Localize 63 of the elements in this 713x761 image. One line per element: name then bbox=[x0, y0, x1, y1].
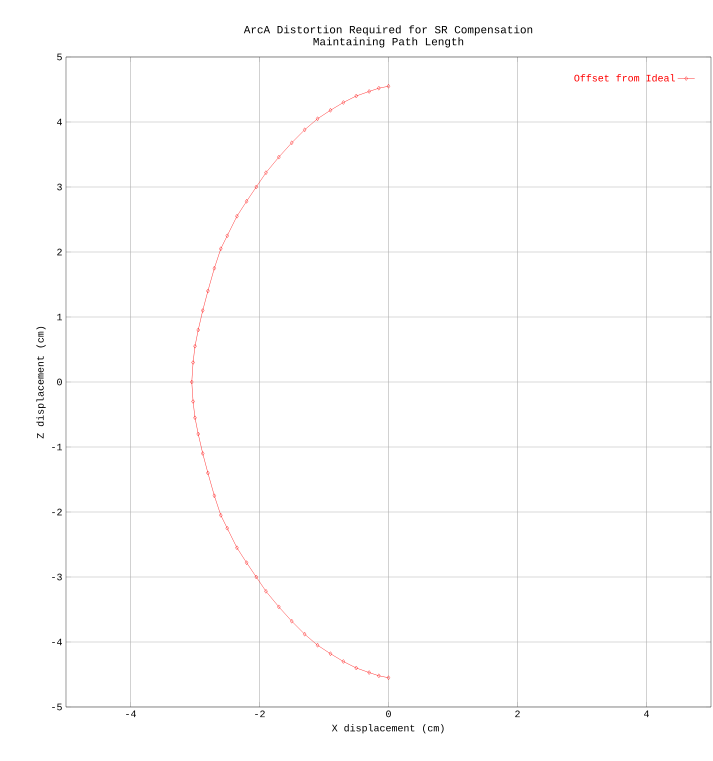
point bbox=[254, 574, 258, 580]
point bbox=[201, 451, 204, 456]
point bbox=[235, 546, 239, 550]
point bbox=[302, 128, 306, 132]
point bbox=[206, 470, 210, 476]
point bbox=[342, 100, 346, 105]
point bbox=[244, 560, 248, 565]
legend-label: Offset from Ideal bbox=[574, 74, 675, 82]
point bbox=[377, 86, 381, 90]
y-tick-label: 4 bbox=[57, 118, 62, 126]
point bbox=[277, 154, 281, 160]
y-tick-label: -4 bbox=[52, 638, 62, 646]
point bbox=[316, 116, 320, 121]
point bbox=[264, 170, 268, 175]
point bbox=[302, 632, 306, 636]
y-tick-label: -3 bbox=[52, 574, 62, 580]
point bbox=[196, 328, 200, 332]
point bbox=[367, 89, 371, 94]
y-tick-label: 2 bbox=[57, 248, 62, 256]
point bbox=[290, 140, 294, 145]
point bbox=[226, 526, 229, 530]
point bbox=[190, 380, 194, 384]
point bbox=[290, 619, 294, 624]
point bbox=[193, 416, 197, 420]
point bbox=[367, 670, 371, 675]
point bbox=[212, 266, 216, 270]
x-tick-label: 4 bbox=[644, 710, 649, 718]
point bbox=[328, 108, 332, 112]
point bbox=[277, 604, 281, 610]
point bbox=[201, 308, 204, 313]
point bbox=[316, 643, 320, 648]
point bbox=[206, 288, 210, 294]
x-tick-label: 0 bbox=[386, 710, 391, 718]
point bbox=[342, 659, 346, 664]
y-tick-label: 1 bbox=[57, 314, 62, 320]
point bbox=[254, 184, 258, 190]
y-tick-label: -5 bbox=[52, 704, 62, 710]
point bbox=[191, 399, 195, 404]
y-tick-label: 5 bbox=[57, 54, 62, 60]
y-tick-label: 0 bbox=[57, 378, 62, 386]
point bbox=[264, 589, 268, 594]
y-tick-label: -1 bbox=[52, 444, 62, 450]
x-axis-title: X displacement (cm) bbox=[332, 724, 444, 734]
chart-title: ArcA Distortion Required for SR Compensation Maintaining Path Length bbox=[244, 25, 532, 48]
point bbox=[328, 652, 332, 656]
point bbox=[212, 494, 216, 498]
point bbox=[244, 199, 248, 204]
point bbox=[193, 344, 197, 348]
point bbox=[235, 214, 239, 218]
y-tick-label: -2 bbox=[52, 508, 62, 516]
point bbox=[196, 432, 200, 436]
y-axis-title: Z displacement (cm) bbox=[36, 326, 46, 438]
point bbox=[219, 513, 222, 518]
point bbox=[219, 246, 222, 251]
x-tick-label: -2 bbox=[255, 710, 265, 718]
y-tick-label: 3 bbox=[57, 184, 62, 190]
point bbox=[191, 360, 195, 365]
point bbox=[377, 674, 381, 678]
point bbox=[354, 94, 358, 98]
x-tick-label: 2 bbox=[515, 710, 520, 718]
x-tick-label: -4 bbox=[126, 710, 136, 718]
point bbox=[354, 666, 358, 670]
point bbox=[226, 234, 229, 238]
